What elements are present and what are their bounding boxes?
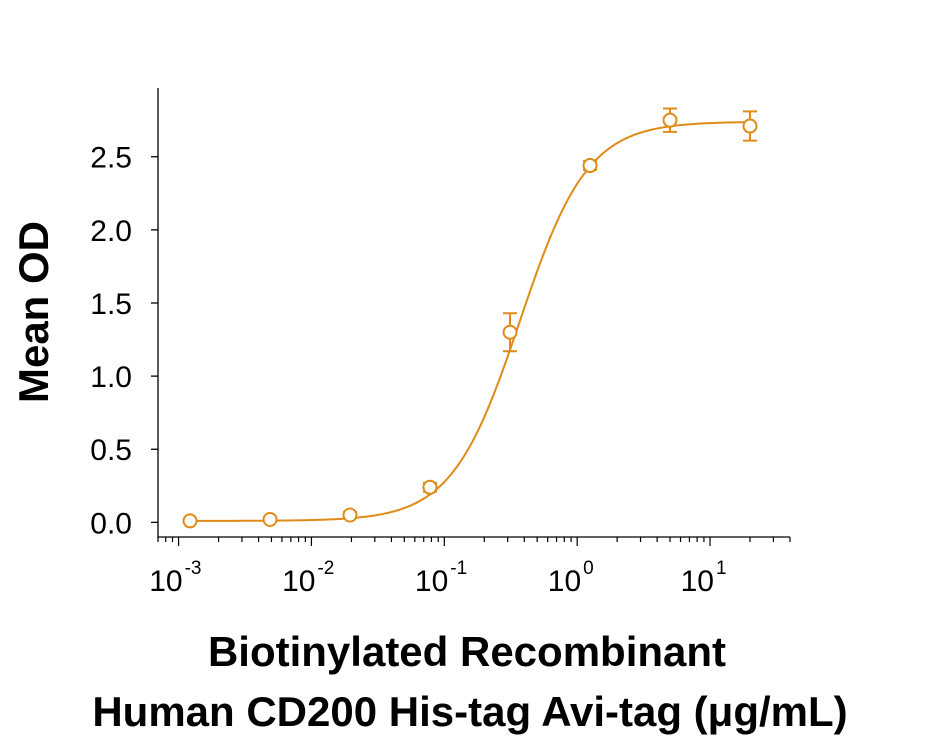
x-tick-mantissa: 10 (681, 565, 714, 598)
data-marker (582, 158, 598, 174)
y-tick-label: 1.5 (90, 288, 132, 321)
data-points-layer (182, 107, 758, 529)
data-marker (662, 112, 678, 128)
y-tick-label: 1.0 (90, 361, 132, 394)
data-marker (422, 479, 438, 495)
x-tick-mantissa: 10 (415, 565, 448, 598)
data-marker (262, 511, 278, 527)
data-marker (742, 118, 758, 134)
axes (151, 88, 791, 546)
fit-curve (190, 121, 751, 522)
x-tick-label: 10 -2 (282, 558, 334, 598)
y-tick-label: 0.5 (90, 434, 132, 467)
data-point (422, 479, 438, 495)
x-tick-mantissa: 10 (149, 565, 182, 598)
x-tick-label: 10 0 (548, 558, 594, 598)
data-marker (502, 324, 518, 340)
x-axis-title-line-1: Biotinylated Recombinant (208, 628, 726, 675)
x-axis-title-line-2: Human CD200 His-tag Avi-tag (μg/mL) (92, 688, 847, 735)
y-tick-label: 0.0 (90, 507, 132, 540)
y-tick-label: 2.0 (90, 215, 132, 248)
x-tick-mantissa: 10 (548, 565, 581, 598)
y-tick-label: 2.5 (90, 142, 132, 175)
data-marker (342, 507, 358, 523)
labels-layer: 0.00.51.01.52.02.510 -3 10 -2 10 -1 10 0 10 1Mean… (10, 142, 848, 735)
x-tick-exponent: -3 (185, 558, 202, 579)
x-tick-exponent: -2 (317, 558, 334, 579)
x-tick-mantissa: 10 (282, 565, 315, 598)
data-point (262, 511, 278, 527)
data-marker (182, 513, 198, 529)
data-point (182, 513, 198, 529)
data-point (662, 107, 678, 133)
data-point (502, 312, 518, 353)
x-tick-label: 10 -1 (415, 558, 467, 598)
fit-curve-layer (190, 121, 751, 522)
x-tick-label: 10 -3 (149, 558, 201, 598)
data-point (742, 110, 758, 142)
x-tick-exponent: 0 (583, 558, 594, 579)
x-tick-exponent: 1 (716, 558, 727, 579)
x-tick-exponent: -1 (450, 558, 467, 579)
y-axis-title: Mean OD (10, 221, 57, 403)
data-point (582, 158, 598, 174)
data-point (342, 507, 358, 523)
x-tick-label: 10 1 (681, 558, 727, 598)
